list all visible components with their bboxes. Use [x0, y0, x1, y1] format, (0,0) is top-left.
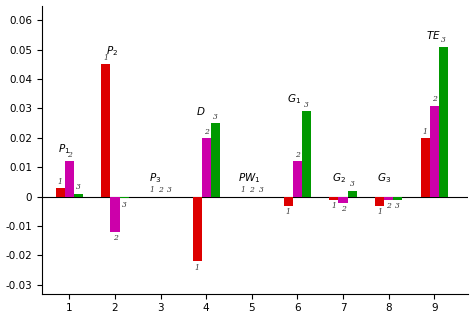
Text: 3: 3: [122, 201, 127, 209]
Text: 3: 3: [213, 113, 218, 121]
Text: $P_1$: $P_1$: [58, 142, 70, 156]
Text: 1: 1: [195, 264, 200, 272]
Text: 1: 1: [286, 208, 291, 216]
Bar: [347, 191, 357, 197]
Bar: [293, 161, 302, 197]
Text: $G_1$: $G_1$: [287, 92, 301, 106]
Text: $G_2$: $G_2$: [332, 171, 346, 185]
Text: 1: 1: [58, 177, 63, 186]
Text: 1: 1: [331, 202, 337, 210]
Text: 1: 1: [103, 54, 109, 62]
Text: 2: 2: [386, 202, 391, 210]
Bar: [420, 138, 429, 197]
Text: 3: 3: [76, 183, 81, 191]
Text: 1: 1: [149, 186, 154, 194]
Text: 1: 1: [423, 128, 428, 136]
Bar: [65, 161, 74, 197]
Bar: [284, 197, 293, 205]
Bar: [119, 197, 128, 198]
Bar: [101, 64, 110, 197]
Bar: [192, 197, 201, 261]
Text: 1: 1: [240, 186, 245, 194]
Bar: [393, 197, 402, 200]
Text: 3: 3: [258, 186, 264, 194]
Text: $P_3$: $P_3$: [149, 171, 162, 185]
Text: 3: 3: [350, 181, 355, 189]
Text: $P_2$: $P_2$: [106, 45, 118, 58]
Bar: [375, 197, 384, 205]
Text: 2: 2: [432, 95, 437, 103]
Bar: [74, 194, 83, 197]
Bar: [439, 47, 448, 197]
Bar: [384, 197, 393, 200]
Text: 2: 2: [67, 151, 72, 159]
Text: 2: 2: [112, 234, 118, 242]
Text: $G_3$: $G_3$: [377, 171, 392, 185]
Bar: [211, 123, 220, 197]
Text: 1: 1: [377, 208, 382, 216]
Bar: [302, 111, 311, 197]
Bar: [429, 106, 439, 197]
Text: $PW_1$: $PW_1$: [238, 171, 261, 185]
Bar: [110, 197, 119, 232]
Bar: [338, 197, 347, 203]
Text: 2: 2: [249, 186, 254, 194]
Text: 2: 2: [341, 205, 346, 213]
Text: 3: 3: [395, 202, 400, 210]
Text: 2: 2: [158, 186, 163, 194]
Bar: [201, 138, 211, 197]
Text: 3: 3: [441, 36, 446, 44]
Bar: [56, 188, 65, 197]
Text: 3: 3: [167, 186, 172, 194]
Bar: [329, 197, 338, 200]
Text: 2: 2: [204, 128, 209, 136]
Text: $D$: $D$: [196, 105, 206, 117]
Text: 3: 3: [304, 101, 309, 109]
Text: $TE$: $TE$: [426, 29, 441, 41]
Text: 2: 2: [295, 151, 300, 159]
